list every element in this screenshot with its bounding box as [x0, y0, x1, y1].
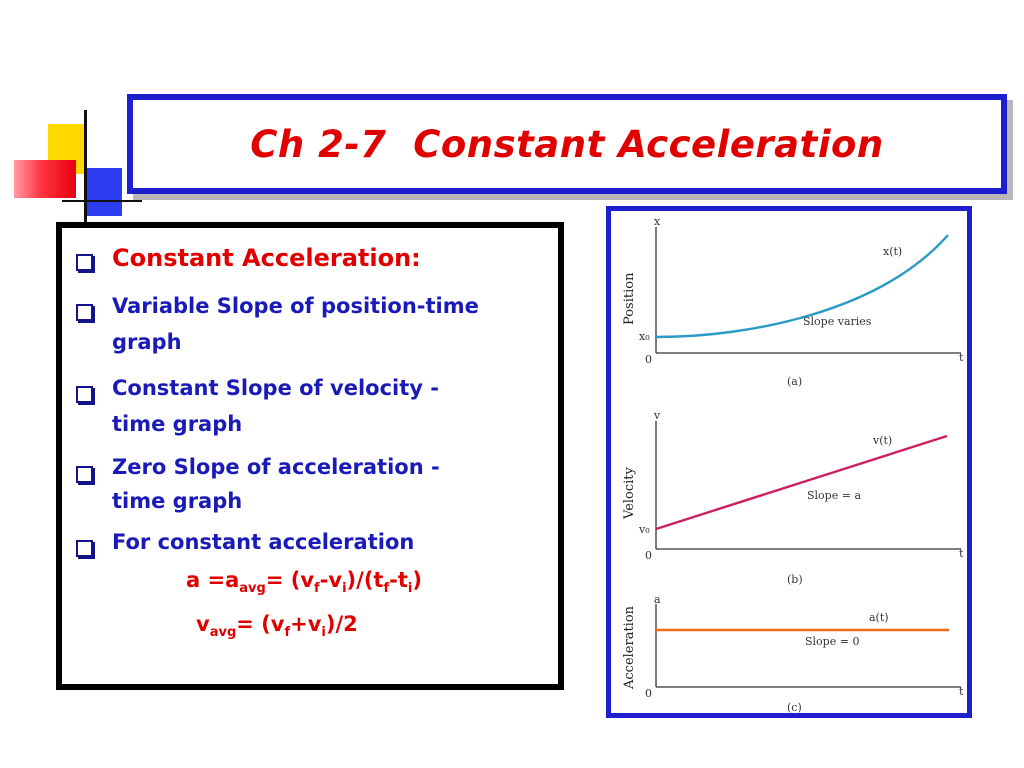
position-ylabel: Position [622, 272, 637, 325]
decor-red-bar [14, 160, 76, 198]
decor-blue-square [84, 168, 122, 216]
velocity-ylabel: Velocity [622, 466, 637, 520]
decor-horizontal-line [62, 200, 142, 202]
velocity-line [655, 434, 948, 531]
acceleration-origin-label: 0 [645, 687, 652, 700]
position-origin-label: 0 [645, 353, 652, 366]
acceleration-slope-label: Slope = 0 [805, 635, 859, 648]
checkbox-bullet-icon [76, 465, 93, 483]
motion-graphs: x t 0 x₀ Position x(t) Slope varies (a) … [622, 215, 964, 713]
checkbox-bullet-icon [76, 303, 93, 321]
graph-panel: x t 0 x₀ Position x(t) Slope varies (a) … [606, 206, 972, 718]
acceleration-x-axis-label: t [959, 685, 964, 698]
bullet-text: Constant Acceleration: [112, 244, 421, 272]
formula-average-acceleration: a =aavg= (vf-vi)/(tf-ti) [186, 568, 422, 597]
bullet-line: Variable Slope of position-time [112, 294, 479, 318]
decor-vertical-line [84, 110, 87, 228]
position-curve-label: x(t) [883, 245, 902, 258]
position-x-axis-label: t [959, 351, 964, 364]
acceleration-caption: (c) [787, 701, 802, 713]
bullet-line: graph [112, 330, 182, 354]
bullet-line: time graph [112, 489, 243, 513]
formula-average-velocity: vavg= (vf+vi)/2 [196, 612, 358, 641]
position-caption: (a) [787, 375, 802, 388]
bullet-text: For constant acceleration [112, 530, 415, 554]
content-box: Constant Acceleration: Variable Slope of… [56, 222, 564, 690]
acceleration-y-axis-label: a [654, 593, 661, 606]
velocity-intercept-label: v₀ [638, 523, 650, 536]
checkbox-bullet-icon [76, 385, 93, 403]
position-y-axis-label: x [654, 215, 661, 228]
velocity-caption: (b) [787, 573, 803, 586]
bullet-line: Zero Slope of acceleration - [112, 455, 440, 479]
velocity-graph: v t 0 v₀ Velocity v(t) Slope = a (b) [622, 409, 964, 586]
velocity-origin-label: 0 [645, 549, 652, 562]
slide-title: Ch 2-7 Constant Acceleration [250, 122, 884, 166]
title-box: Ch 2-7 Constant Acceleration [127, 94, 1007, 194]
bullet-line: time graph [112, 412, 243, 436]
checkbox-bullet-icon [76, 539, 93, 557]
velocity-x-axis-label: t [959, 547, 964, 560]
velocity-curve-label: v(t) [872, 434, 892, 447]
position-graph: x t 0 x₀ Position x(t) Slope varies (a) [622, 215, 964, 388]
velocity-y-axis-label: v [653, 409, 661, 422]
bullet-line: Constant Slope of velocity - [112, 376, 439, 400]
position-curve [655, 234, 949, 339]
position-slope-label: Slope varies [803, 315, 872, 328]
checkbox-bullet-icon [76, 254, 93, 271]
acceleration-curve-label: a(t) [869, 611, 889, 624]
acceleration-graph: a t 0 Acceleration a(t) Slope = 0 (c) [622, 593, 964, 713]
velocity-slope-label: Slope = a [807, 489, 861, 502]
position-intercept-label: x₀ [639, 330, 650, 343]
acceleration-ylabel: Acceleration [622, 605, 637, 690]
